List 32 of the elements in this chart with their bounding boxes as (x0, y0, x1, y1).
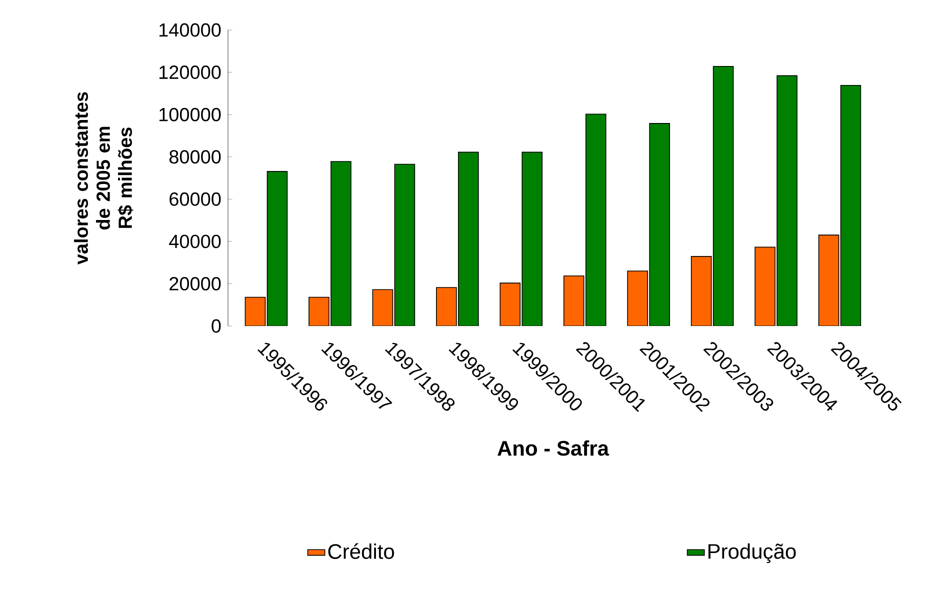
bar (245, 297, 266, 326)
bar (586, 114, 606, 326)
bar (458, 152, 478, 326)
bar (372, 290, 393, 326)
y-tick-label: 0 (212, 319, 221, 333)
bar (308, 297, 329, 326)
bar (840, 84, 862, 326)
x-axis-title: Ano - Safra (498, 440, 610, 456)
bar (436, 288, 456, 326)
bar (394, 164, 415, 326)
y-tick-label: 60000 (170, 192, 221, 206)
bar (564, 276, 584, 326)
y-axis-title: valores constantes de 2005 em R$ milhões (74, 92, 134, 265)
bar (500, 283, 520, 326)
bar (777, 76, 798, 326)
legend-label: Produção (708, 543, 796, 564)
y-tick-label: 40000 (169, 234, 221, 248)
bar (755, 247, 776, 326)
y-tick-label: 80000 (169, 150, 221, 164)
bar (628, 271, 648, 326)
y-tick-label: 120000 (160, 66, 221, 80)
bar (691, 256, 712, 326)
legend-label: Crédito (328, 543, 394, 559)
bar (713, 66, 734, 326)
bar (330, 162, 351, 326)
bar (522, 152, 542, 326)
bar (650, 123, 670, 326)
y-tick-label: 20000 (170, 276, 221, 290)
y-tick-label: 100000 (160, 108, 221, 122)
bar (267, 171, 288, 326)
y-tick-label: 140000 (160, 23, 221, 37)
bar (818, 234, 840, 326)
